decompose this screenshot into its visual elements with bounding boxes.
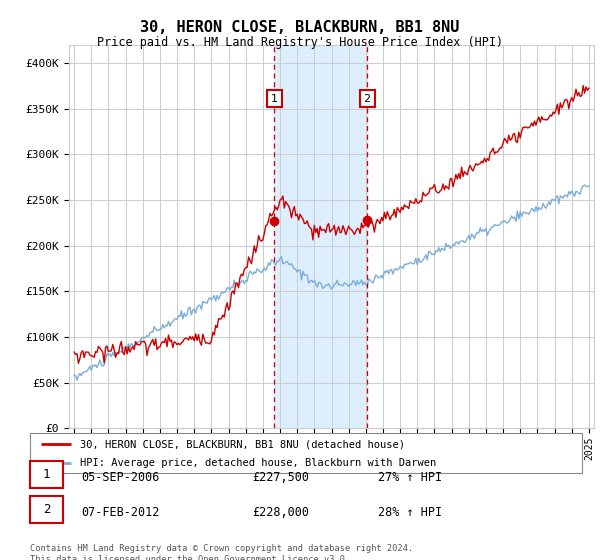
Text: Price paid vs. HM Land Registry's House Price Index (HPI): Price paid vs. HM Land Registry's House … [97, 36, 503, 49]
Text: 05-SEP-2006: 05-SEP-2006 [81, 470, 160, 484]
Text: 1: 1 [43, 468, 50, 481]
Text: 30, HERON CLOSE, BLACKBURN, BB1 8NU (detached house): 30, HERON CLOSE, BLACKBURN, BB1 8NU (det… [80, 439, 404, 449]
Text: 30, HERON CLOSE, BLACKBURN, BB1 8NU: 30, HERON CLOSE, BLACKBURN, BB1 8NU [140, 20, 460, 35]
Text: 2: 2 [43, 503, 50, 516]
Text: £227,500: £227,500 [252, 470, 309, 484]
Text: 2: 2 [364, 94, 371, 104]
Text: 27% ↑ HPI: 27% ↑ HPI [378, 470, 442, 484]
Text: 28% ↑ HPI: 28% ↑ HPI [378, 506, 442, 519]
Text: 07-FEB-2012: 07-FEB-2012 [81, 506, 160, 519]
Text: £228,000: £228,000 [252, 506, 309, 519]
Text: 1: 1 [271, 94, 278, 104]
Text: HPI: Average price, detached house, Blackburn with Darwen: HPI: Average price, detached house, Blac… [80, 458, 436, 468]
Text: Contains HM Land Registry data © Crown copyright and database right 2024.
This d: Contains HM Land Registry data © Crown c… [30, 544, 413, 560]
Bar [274, 45, 367, 428]
